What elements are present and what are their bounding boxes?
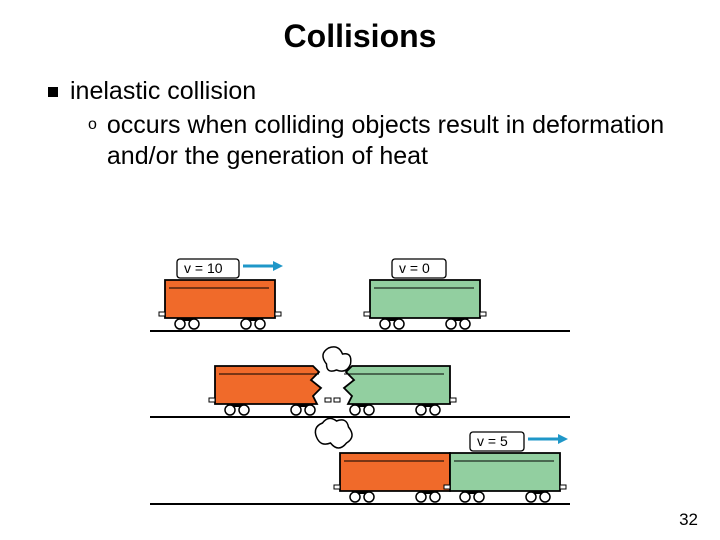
page-title: Collisions <box>0 18 720 55</box>
circle-bullet-icon: o <box>88 116 97 134</box>
page-number: 32 <box>679 510 698 530</box>
body-text: inelastic collision o occurs when collid… <box>48 77 680 173</box>
square-bullet-icon <box>48 87 58 97</box>
bullet-level-2: o occurs when colliding objects result i… <box>88 110 680 173</box>
svg-text:v = 0: v = 0 <box>399 260 430 276</box>
collision-diagram: v = 10 v = 0 v = 5 <box>145 248 575 508</box>
bullet-text: inelastic collision <box>70 77 256 106</box>
bullet-level-1: inelastic collision <box>48 77 680 106</box>
svg-text:v = 10: v = 10 <box>184 260 223 276</box>
svg-text:v = 5: v = 5 <box>477 433 508 449</box>
slide: Collisions inelastic collision o occurs … <box>0 18 720 540</box>
diagram-container: v = 10 v = 0 v = 5 <box>0 248 720 508</box>
subbullet-text: occurs when colliding objects result in … <box>107 110 680 173</box>
